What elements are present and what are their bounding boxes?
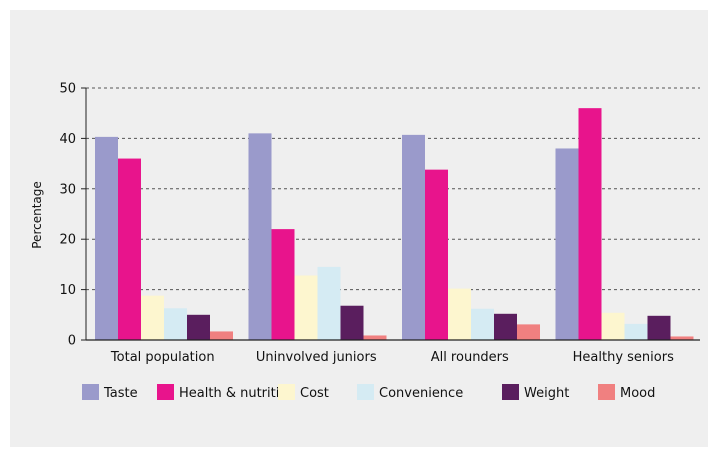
axes: 0 10 20 30 40 50 Total population Uninvolved ju… <box>59 82 700 365</box>
gridlines <box>86 87 700 291</box>
y-tick-label: 50 <box>59 82 76 97</box>
legend-label: Cost <box>300 386 329 401</box>
legend-swatch <box>357 384 374 400</box>
y-tick-label: 20 <box>59 233 76 248</box>
bar-1-0 <box>248 133 272 340</box>
y-tick-label: 30 <box>59 182 76 197</box>
bar-1-2 <box>294 275 318 340</box>
category-label: All rounders <box>431 350 509 365</box>
bar-0-3 <box>164 308 187 340</box>
legend-label: Mood <box>620 386 655 401</box>
bar-2-3 <box>471 308 494 340</box>
legend: Taste Health & nutrition Cost Convenience We… <box>82 384 655 401</box>
bar-3-0 <box>555 148 579 340</box>
y-axis-title: Percentage <box>30 181 44 249</box>
bar-2-1 <box>425 169 448 340</box>
legend-swatch <box>278 384 295 400</box>
legend-label: Health & nutrition <box>179 386 296 401</box>
bars <box>95 108 694 340</box>
bar-2-2 <box>448 288 471 340</box>
bar-3-1 <box>578 108 602 340</box>
bar-1-3 <box>317 266 341 340</box>
y-tick-label: 0 <box>68 334 76 349</box>
legend-swatch <box>502 384 519 400</box>
legend-swatch <box>82 384 99 400</box>
legend-swatch <box>598 384 615 400</box>
y-tick-label: 40 <box>59 132 76 147</box>
legend-label: Taste <box>103 386 138 401</box>
category-label: Uninvolved juniors <box>256 350 377 365</box>
bar-0-1 <box>118 158 141 340</box>
bar-3-3 <box>624 323 648 340</box>
category-label: Healthy seniors <box>573 350 674 365</box>
bar-2-4 <box>494 313 517 340</box>
bar-3-4 <box>647 315 671 340</box>
legend-label: Weight <box>524 386 569 401</box>
legend-swatch <box>157 384 174 400</box>
bar-1-4 <box>340 305 364 340</box>
bar-0-2 <box>141 295 164 340</box>
y-tick-label: 10 <box>59 283 76 298</box>
bar-0-0 <box>95 136 118 340</box>
bar-2-0 <box>402 134 425 340</box>
bar-0-4 <box>187 314 210 340</box>
bar-3-2 <box>601 312 625 340</box>
category-label: Total population <box>110 350 215 365</box>
legend-label: Convenience <box>379 386 463 401</box>
bar-1-5 <box>363 335 387 340</box>
bar-3-5 <box>670 336 694 340</box>
bar-1-1 <box>271 229 295 340</box>
bar-2-5 <box>517 324 540 340</box>
bar-0-5 <box>210 331 233 340</box>
